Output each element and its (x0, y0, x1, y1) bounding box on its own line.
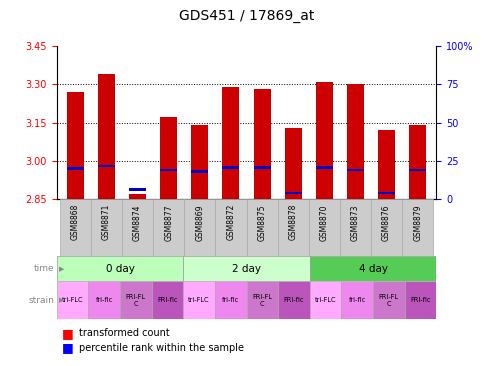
Bar (310, 281, 341, 319)
Text: 2 day: 2 day (232, 264, 261, 274)
Bar (409, 125, 426, 199)
Bar (129, 194, 146, 199)
Bar (246, 281, 278, 319)
Text: percentile rank within the sample: percentile rank within the sample (79, 343, 244, 353)
Text: GSM8875: GSM8875 (257, 204, 267, 240)
Bar (371, 199, 402, 256)
Bar (405, 281, 436, 319)
Bar (91, 199, 122, 256)
Text: GSM8873: GSM8873 (351, 204, 360, 240)
Text: fri-flc: fri-flc (222, 297, 239, 303)
Bar (316, 166, 333, 169)
Text: GSM8878: GSM8878 (289, 204, 298, 240)
Bar (98, 74, 115, 199)
Text: GSM8874: GSM8874 (133, 204, 142, 240)
Bar (340, 199, 371, 256)
Text: fri-flc: fri-flc (96, 297, 113, 303)
Bar (152, 281, 183, 319)
Text: tri-FLC: tri-FLC (315, 297, 336, 303)
Bar (378, 192, 395, 194)
Bar (184, 199, 215, 256)
Bar (57, 256, 183, 281)
Text: FRI-FL
C: FRI-FL C (379, 294, 399, 307)
Bar (191, 125, 209, 199)
Text: FRI-flc: FRI-flc (283, 297, 304, 303)
Text: FRI-FL
C: FRI-FL C (126, 294, 146, 307)
Text: GSM8879: GSM8879 (413, 204, 422, 240)
Bar (284, 192, 302, 194)
Text: GDS451 / 17869_at: GDS451 / 17869_at (179, 10, 314, 23)
Bar (160, 117, 177, 199)
Text: ■: ■ (62, 341, 73, 354)
Bar (309, 199, 340, 256)
Bar (60, 199, 91, 256)
Bar (246, 199, 278, 256)
Text: GSM8872: GSM8872 (226, 204, 236, 240)
Bar (373, 281, 405, 319)
Bar (341, 281, 373, 319)
Text: fri-flc: fri-flc (349, 297, 366, 303)
Bar (253, 166, 271, 169)
Text: time: time (34, 264, 54, 273)
Text: 0 day: 0 day (106, 264, 135, 274)
Text: ▶: ▶ (59, 297, 65, 303)
Bar (122, 199, 153, 256)
Text: FRI-FL
C: FRI-FL C (252, 294, 272, 307)
Bar (191, 170, 209, 172)
Text: transformed count: transformed count (79, 328, 170, 338)
Bar (153, 199, 184, 256)
Text: tri-FLC: tri-FLC (62, 297, 83, 303)
Text: GSM8870: GSM8870 (320, 204, 329, 240)
Bar (120, 281, 152, 319)
Bar (316, 82, 333, 199)
Text: GSM8877: GSM8877 (164, 204, 173, 240)
Text: ▶: ▶ (59, 266, 65, 272)
Bar (409, 169, 426, 171)
Bar (278, 281, 310, 319)
Text: GSM8871: GSM8871 (102, 204, 111, 240)
Text: GSM8876: GSM8876 (382, 204, 391, 240)
Text: FRI-flc: FRI-flc (410, 297, 431, 303)
Bar (222, 87, 240, 199)
Bar (67, 92, 84, 199)
Bar (57, 281, 88, 319)
Text: strain: strain (29, 296, 54, 305)
Bar (284, 128, 302, 199)
Bar (347, 84, 364, 199)
Bar (215, 199, 246, 256)
Bar (402, 199, 433, 256)
Text: ■: ■ (62, 326, 73, 340)
Bar (215, 281, 246, 319)
Bar (183, 256, 310, 281)
Bar (88, 281, 120, 319)
Bar (310, 256, 436, 281)
Text: tri-FLC: tri-FLC (188, 297, 210, 303)
Bar (347, 169, 364, 171)
Bar (253, 89, 271, 199)
Bar (67, 168, 84, 170)
Bar (183, 281, 215, 319)
Text: 4 day: 4 day (358, 264, 387, 274)
Bar (98, 165, 115, 168)
Bar (222, 166, 240, 169)
Text: FRI-flc: FRI-flc (157, 297, 177, 303)
Bar (378, 130, 395, 199)
Bar (278, 199, 309, 256)
Text: GSM8868: GSM8868 (71, 204, 80, 240)
Bar (160, 169, 177, 171)
Bar (129, 188, 146, 190)
Text: GSM8869: GSM8869 (195, 204, 204, 240)
